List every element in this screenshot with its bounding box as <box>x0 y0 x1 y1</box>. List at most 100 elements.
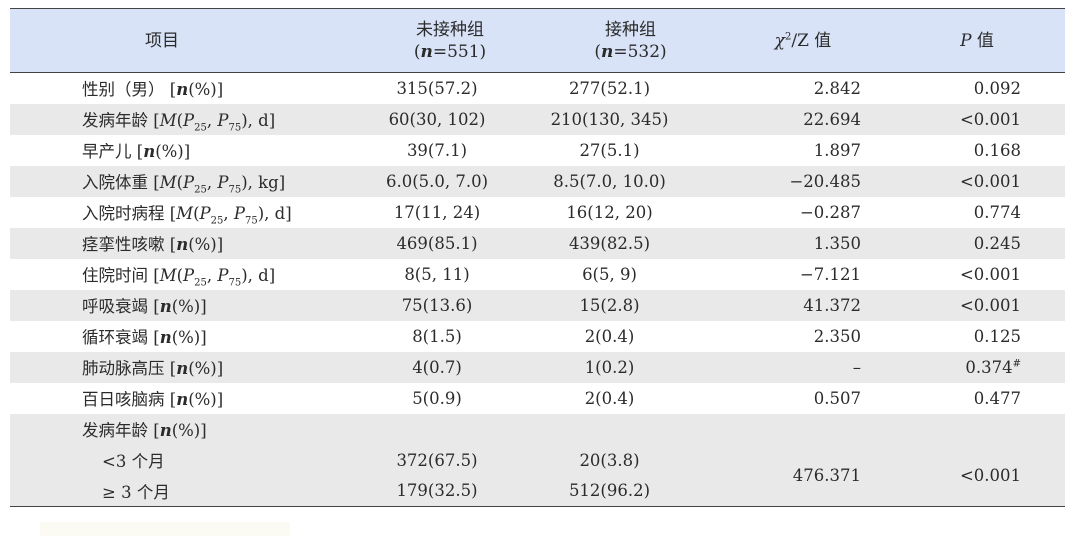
row-label-unit: [n(%)] <box>169 390 224 409</box>
group-heading-row: 发病年龄 [n(%)] <box>10 413 1065 445</box>
row-label-unit: [n(%)] <box>136 142 191 161</box>
unvaccinated-value: 469(85.1) <box>396 233 478 253</box>
header-unvaccinated-title: 未接种组 <box>416 19 484 40</box>
p-value: 0.774 <box>973 202 1021 222</box>
row-label: 入院体重 [M(P25, P75), kg] <box>10 166 356 197</box>
table-row: 百日咳脑病 [n(%)] 5(0.9) 2(0.4) 0.507 0.477 <box>10 383 1065 414</box>
statistic-value: −20.485 <box>789 171 861 191</box>
table-row: 痉挛性咳嗽 [n(%)] 469(85.1) 439(82.5) 1.350 0.245 <box>10 227 1065 259</box>
row-label-text: 入院时病程 <box>82 204 170 223</box>
statistic-value: – <box>852 357 861 377</box>
row-label-text: 早产儿 <box>82 142 137 161</box>
vaccinated-value: 20(3.8) <box>579 450 640 470</box>
row-label: 循环衰竭 [n(%)] <box>10 321 356 352</box>
vaccinated-value: 1(0.2) <box>584 357 635 377</box>
table-row: 住院时间 [M(P25, P75), d] 8(5, 11) 6(5, 9) −7.1… <box>10 259 1065 290</box>
vaccinated-value: 8.5(7.0, 10.0) <box>553 171 666 191</box>
header-vaccinated-title: 接种组 <box>605 19 656 40</box>
vaccinated-value: 2(0.4) <box>584 326 635 346</box>
p-value: <0.001 <box>959 109 1021 129</box>
table-header: 项目 未接种组 (n=551) 接种组 (n=532) χ2/Z 值 P 值 <box>10 8 1065 73</box>
row-label: 住院时间 [M(P25, P75), d] <box>10 259 356 290</box>
header-vaccinated-n: (n=532) <box>594 41 667 62</box>
statistic-value: −0.287 <box>799 202 861 222</box>
statistic-value: 0.507 <box>813 388 861 408</box>
table-row: 发病年龄 [M(P25, P75), d] 60(30, 102) 210(130,… <box>10 103 1065 135</box>
table-row: 入院时病程 [M(P25, P75), d] 17(11, 24) 16(12, 2… <box>10 197 1065 228</box>
table-body: 性别（男） [n(%)] 315(57.2) 277(52.1) 2.842 0.092… <box>10 73 1065 507</box>
p-value: 0.092 <box>973 78 1021 98</box>
row-label: 呼吸衰竭 [n(%)] <box>10 290 356 321</box>
p-value: 0.374# <box>965 357 1021 377</box>
vaccinated-value: 512(96.2) <box>544 475 717 507</box>
subrow-label: ≥ 3 个月 <box>10 475 356 507</box>
row-label: 发病年龄 [M(P25, P75), d] <box>10 104 356 135</box>
row-label-unit: [M(P25, P75), d] <box>169 204 292 227</box>
p-value: <0.001 <box>959 171 1021 191</box>
row-label-unit: [M(P25, P75), d] <box>153 111 276 134</box>
group-subrow-under-3-months: <3 个月 372(67.5) 20(3.8) 476.371 <0.001 <box>10 444 1065 507</box>
p-value: 0.125 <box>973 326 1021 346</box>
row-label: 百日咳脑病 [n(%)] <box>10 383 356 414</box>
unvaccinated-value: 39(7.1) <box>406 140 468 160</box>
empty-cell <box>889 414 1065 445</box>
empty-cell <box>717 414 889 445</box>
unvaccinated-value: 8(5, 11) <box>404 264 470 284</box>
header-row: 项目 未接种组 (n=551) 接种组 (n=532) χ2/Z 值 P 值 <box>10 8 1065 73</box>
row-label-text: 循环衰竭 <box>82 328 154 347</box>
row-label: 入院时病程 [M(P25, P75), d] <box>10 197 356 228</box>
row-label-text: 发病年龄 <box>82 111 154 130</box>
p-value: 0.168 <box>973 140 1021 160</box>
row-label-text: 呼吸衰竭 <box>82 297 154 316</box>
statistic-value: −7.121 <box>799 264 861 284</box>
row-label-unit: [M(P25, P75), kg] <box>153 173 286 196</box>
vaccinated-value: 210(130, 345) <box>550 109 669 129</box>
vaccinated-value: 27(5.1) <box>579 140 640 160</box>
unvaccinated-value: 179(32.5) <box>356 475 544 507</box>
subrow-label: <3 个月 <box>102 452 165 471</box>
vaccinated-value: 15(2.8) <box>579 295 640 315</box>
vaccinated-value: 277(52.1) <box>568 78 651 98</box>
row-label: 肺动脉高压 [n(%)] <box>10 352 356 383</box>
row-label: 早产儿 [n(%)] <box>10 135 356 166</box>
unvaccinated-value: 8(1.5) <box>412 326 462 346</box>
row-label-unit: [n(%)] <box>169 80 224 100</box>
group-statistic-value: 476.371 <box>717 444 889 507</box>
statistic-value: 2.842 <box>813 78 861 98</box>
faint-footnote-smudge <box>40 522 290 536</box>
comparison-table: 项目 未接种组 (n=551) 接种组 (n=532) χ2/Z 值 P 值 性… <box>10 8 1065 507</box>
row-label-text: 痉挛性咳嗽 <box>82 235 170 254</box>
row-label: 痉挛性咳嗽 [n(%)] <box>10 228 356 259</box>
statistic-value: 22.694 <box>803 109 861 129</box>
header-item: 项目 <box>10 8 356 73</box>
header-unvaccinated-n: (n=551) <box>413 41 487 62</box>
group-p-value: <0.001 <box>889 444 1065 507</box>
p-value-footnote-mark: # <box>1012 358 1021 369</box>
header-p-value: P 值 <box>889 8 1065 73</box>
row-label: 性别（男） [n(%)] <box>10 73 356 104</box>
vaccinated-value: 16(12, 20) <box>566 202 653 222</box>
p-value: <0.001 <box>959 295 1021 315</box>
row-label-text: 百日咳脑病 <box>82 390 170 409</box>
statistic-value: 41.372 <box>803 295 861 315</box>
unvaccinated-value: 5(0.9) <box>412 388 462 408</box>
unvaccinated-value: 17(11, 24) <box>393 202 481 222</box>
header-unvaccinated-group: 未接种组 (n=551) <box>356 8 544 73</box>
unvaccinated-value: 60(30, 102) <box>388 109 486 129</box>
row-label-text: 肺动脉高压 <box>82 359 170 378</box>
header-vaccinated-group: 接种组 (n=532) <box>544 8 717 73</box>
statistic-value: 2.350 <box>813 326 861 346</box>
table-row: 入院体重 [M(P25, P75), kg] 6.0(5.0, 7.0) 8.5(7… <box>10 165 1065 197</box>
table-row: 循环衰竭 [n(%)] 8(1.5) 2(0.4) 2.350 0.125 <box>10 321 1065 352</box>
row-label-text: 入院体重 <box>82 173 154 192</box>
row-label-unit: [n(%)] <box>169 359 224 378</box>
table-row: 早产儿 [n(%)] 39(7.1) 27(5.1) 1.897 0.168 <box>10 135 1065 166</box>
comparison-table-container: 项目 未接种组 (n=551) 接种组 (n=532) χ2/Z 值 P 值 性… <box>10 8 1065 507</box>
statistic-value: 1.350 <box>813 233 861 253</box>
p-value: 0.477 <box>973 388 1021 408</box>
empty-cell <box>356 414 544 445</box>
row-label-text: 性别（男） <box>82 80 170 100</box>
table-row: 呼吸衰竭 [n(%)] 75(13.6) 15(2.8) 41.372 <0.001 <box>10 289 1065 321</box>
table-row: 性别（男） [n(%)] 315(57.2) 277(52.1) 2.842 0.092 <box>10 73 1065 104</box>
row-label-text: 住院时间 <box>82 266 154 285</box>
